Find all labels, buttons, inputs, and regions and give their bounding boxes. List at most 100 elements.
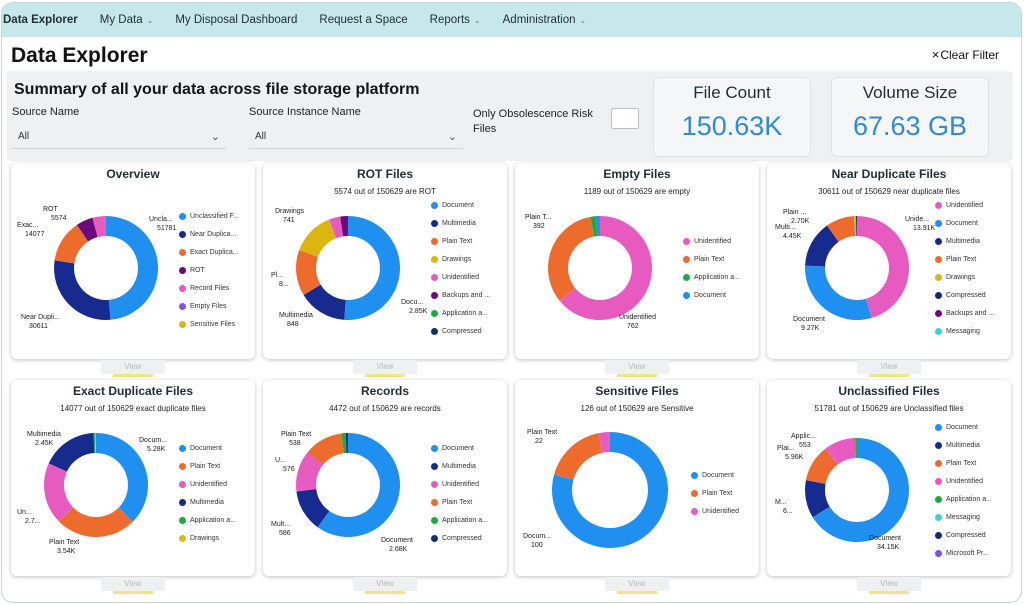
donut-slice[interactable]	[54, 224, 89, 264]
legend-item[interactable]: Compressed	[935, 286, 994, 304]
donut-slice[interactable]	[598, 432, 610, 453]
legend-item[interactable]: Empty Files	[179, 297, 239, 315]
legend-item[interactable]: Document	[935, 418, 992, 436]
legend-item[interactable]: Drawings	[431, 250, 490, 268]
donut-slice[interactable]	[317, 433, 400, 537]
legend-item[interactable]: Compressed	[935, 526, 992, 544]
donut-slice[interactable]	[106, 216, 158, 320]
legend-item[interactable]: Compressed	[431, 529, 488, 547]
legend-item[interactable]: Unidentified	[431, 268, 490, 286]
legend-item[interactable]: Multimedia	[431, 214, 490, 232]
donut-slice[interactable]	[554, 433, 603, 480]
donut-slice[interactable]	[595, 216, 600, 237]
donut-slice[interactable]	[94, 433, 96, 454]
donut-slice[interactable]	[855, 216, 857, 237]
source-name-select[interactable]: All ⌄	[12, 125, 226, 149]
legend-item[interactable]: Drawings	[179, 529, 236, 547]
nav-administration[interactable]: Administration ⌄	[503, 14, 587, 26]
nav-my-disposal-dashboard[interactable]: My Disposal Dashboard	[175, 14, 297, 26]
legend-item[interactable]: Plain Text	[935, 454, 992, 472]
donut-slice[interactable]	[328, 216, 344, 239]
donut-slice[interactable]	[590, 216, 598, 237]
donut-slice[interactable]	[296, 452, 324, 492]
legend-item[interactable]: Sensitive Files	[179, 315, 239, 333]
donut-slice[interactable]	[857, 216, 909, 318]
legend-item[interactable]: Application a...	[431, 511, 488, 529]
legend-item[interactable]: Unclassified F...	[179, 207, 239, 225]
legend-item[interactable]: Backups and ...	[431, 286, 490, 304]
legend-item[interactable]: Plain Text	[431, 232, 490, 250]
legend-item[interactable]: Unidentified	[935, 196, 994, 214]
donut-slice[interactable]	[296, 488, 330, 528]
legend-item[interactable]: Multimedia	[179, 493, 236, 511]
legend-item[interactable]: Plain Text	[935, 250, 994, 268]
donut-slice[interactable]	[307, 433, 344, 465]
donut-slice[interactable]	[827, 216, 856, 242]
view-button[interactable]: View	[605, 577, 669, 594]
legend-item[interactable]: Document	[935, 214, 994, 232]
donut-slice[interactable]	[828, 438, 856, 464]
legend-item[interactable]: Plain Text	[691, 484, 739, 502]
source-instance-select[interactable]: All ⌄	[249, 125, 463, 149]
legend-item[interactable]: Application a...	[179, 511, 236, 529]
donut-slice[interactable]	[340, 216, 348, 237]
legend-item[interactable]: Application a...	[683, 268, 740, 286]
donut-slice[interactable]	[345, 433, 348, 454]
legend-item[interactable]: Drawings	[935, 268, 994, 286]
donut-slice[interactable]	[93, 433, 96, 454]
view-button[interactable]: View	[101, 360, 165, 377]
donut-slice[interactable]	[559, 216, 652, 320]
legend-item[interactable]: Compressed	[431, 322, 490, 340]
legend-item[interactable]: Multimedia	[935, 232, 994, 250]
legend-item[interactable]: Document	[431, 439, 488, 457]
view-button[interactable]: View	[353, 577, 417, 594]
donut-slice[interactable]	[344, 216, 401, 320]
legend-item[interactable]: Backups and ...	[935, 304, 994, 322]
donut-slice[interactable]	[855, 438, 857, 459]
donut-slice[interactable]	[48, 433, 95, 472]
donut-slice[interactable]	[825, 446, 840, 465]
legend-item[interactable]: Plain Text	[179, 457, 236, 475]
legend-item[interactable]: Unidentified	[691, 502, 739, 520]
legend-item[interactable]: Unidentified	[431, 475, 488, 493]
donut-slice[interactable]	[299, 219, 337, 257]
legend-item[interactable]: Document	[691, 466, 739, 484]
donut-slice[interactable]	[854, 216, 857, 237]
nav-my-data[interactable]: My Data ⌄	[100, 14, 154, 26]
legend-item[interactable]: Application a...	[935, 490, 992, 508]
view-button[interactable]: View	[101, 577, 165, 594]
view-button[interactable]: View	[857, 360, 921, 377]
view-button[interactable]: View	[353, 360, 417, 377]
donut-slice[interactable]	[92, 216, 106, 238]
legend-item[interactable]: Plain Text	[431, 493, 488, 511]
donut-slice[interactable]	[805, 448, 838, 484]
legend-item[interactable]: Exact Duplica...	[179, 243, 239, 261]
legend-item[interactable]: Document	[683, 286, 740, 304]
donut-slice[interactable]	[341, 433, 347, 454]
legend-item[interactable]: Document	[431, 196, 490, 214]
donut-slice[interactable]	[805, 225, 839, 267]
donut-slice[interactable]	[548, 216, 595, 301]
nav-request-a-space[interactable]: Request a Space	[319, 14, 407, 26]
nav-data-explorer[interactable]: Data Explorer	[3, 14, 78, 26]
donut-slice[interactable]	[58, 507, 133, 537]
legend-item[interactable]: Messaging	[935, 508, 992, 526]
donut-slice[interactable]	[43, 463, 74, 522]
nav-reports[interactable]: Reports ⌄	[430, 14, 481, 26]
legend-item[interactable]: Multimedia	[935, 436, 992, 454]
legend-item[interactable]: Record Files	[179, 279, 239, 297]
donut-slice[interactable]	[54, 260, 111, 320]
legend-item[interactable]: ROT	[179, 261, 239, 279]
donut-slice[interactable]	[303, 284, 346, 320]
donut-slice[interactable]	[805, 265, 872, 320]
view-button[interactable]: View	[857, 577, 921, 594]
clear-filter-button[interactable]: ×Clear Filter	[932, 47, 999, 62]
donut-slice[interactable]	[296, 249, 321, 295]
legend-item[interactable]: Near Duplica...	[179, 225, 239, 243]
donut-slice[interactable]	[76, 217, 98, 242]
donut-slice[interactable]	[96, 433, 149, 522]
legend-item[interactable]: Unidentified	[179, 475, 236, 493]
legend-item[interactable]: Microsoft Pr...	[935, 544, 992, 562]
donut-slice[interactable]	[812, 438, 909, 542]
legend-item[interactable]: Multimedia	[431, 457, 488, 475]
